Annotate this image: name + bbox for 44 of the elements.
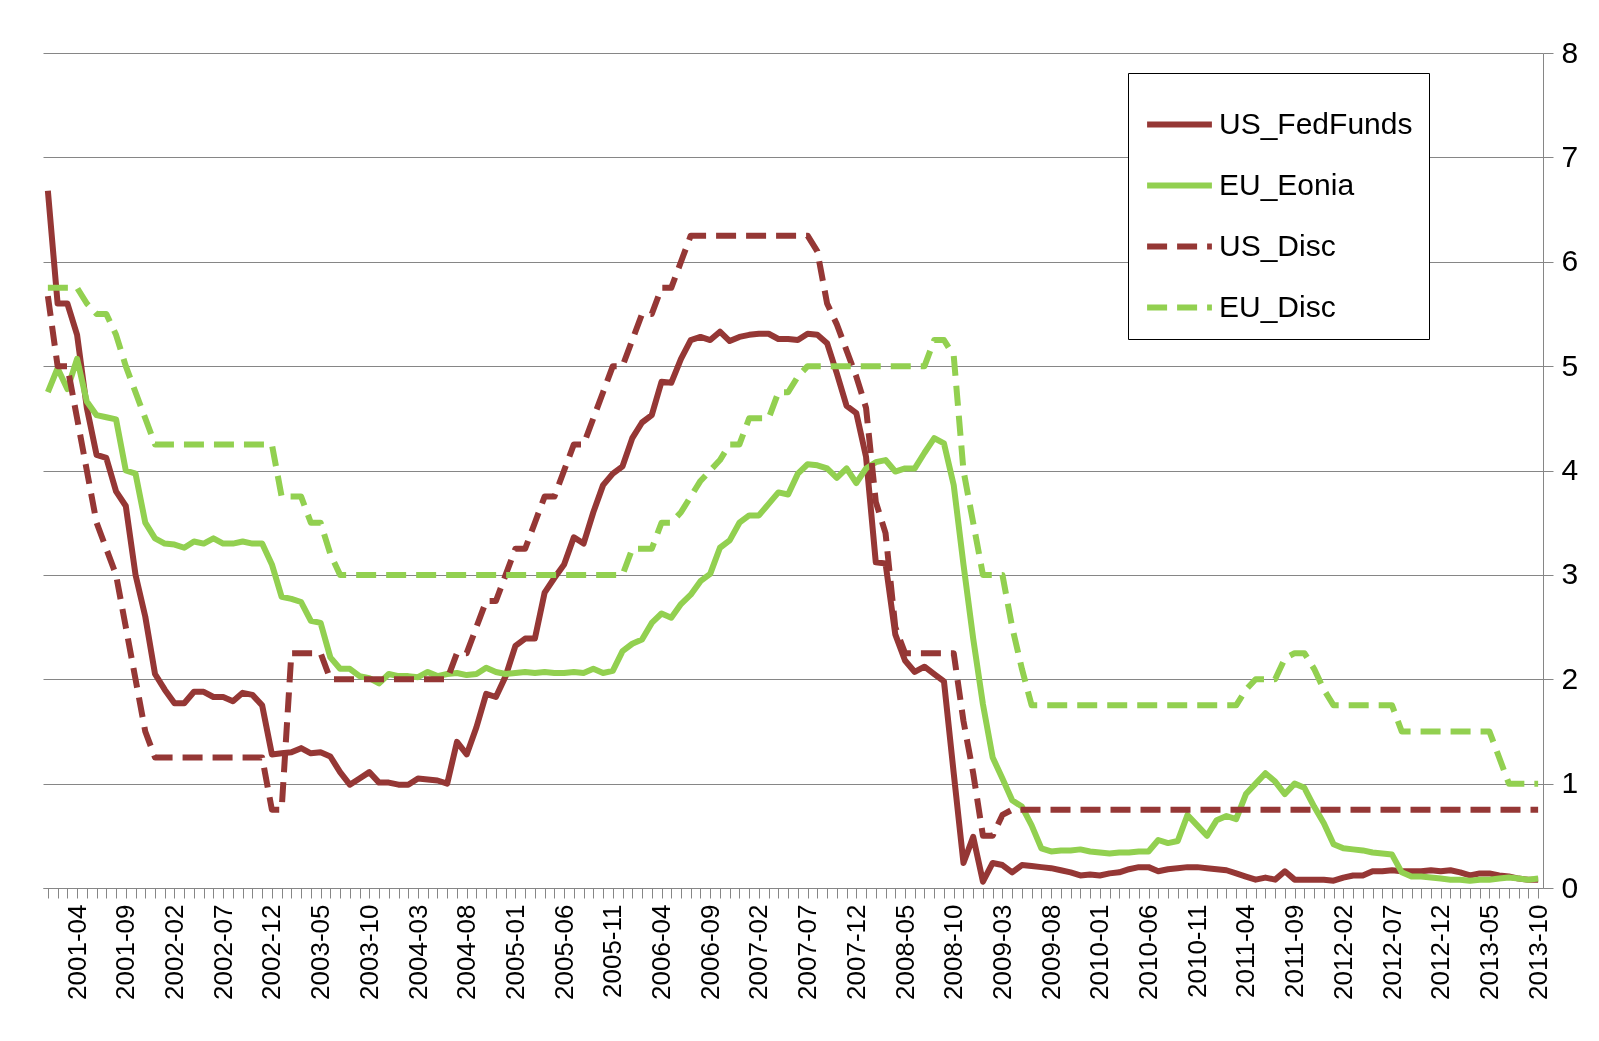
x-tick-label: 2010-11 — [1181, 904, 1212, 998]
x-tick-label: 2005-01 — [499, 904, 530, 1000]
x-tick-label: 2005-11 — [597, 904, 628, 998]
y-tick-label: 6 — [1561, 244, 1579, 278]
y-tick-label: 0 — [1561, 870, 1579, 904]
x-tick-label: 2003-05 — [305, 904, 336, 1000]
x-tick-label: 2003-10 — [353, 904, 384, 1000]
x-tick-label: 2007-02 — [743, 904, 774, 1000]
x-tick-label: 2004-08 — [451, 904, 482, 1000]
y-tick-label: 7 — [1561, 139, 1579, 173]
legend-label: US_Disc — [1219, 228, 1336, 262]
x-tick-label: 2001-04 — [61, 904, 92, 1000]
x-tick-label: 2007-07 — [792, 904, 823, 1000]
x-tick-label: 2011-09 — [1279, 904, 1310, 998]
x-tick-label: 2011-04 — [1230, 904, 1261, 998]
x-tick-label: 2013-10 — [1522, 904, 1553, 1000]
x-tick-label: 2008-10 — [938, 904, 969, 1000]
x-tick-label: 2009-03 — [986, 904, 1017, 1000]
x-tick-label: 2001-09 — [110, 904, 141, 1000]
legend-label: US_FedFunds — [1219, 106, 1413, 140]
x-tick-label: 2007-12 — [840, 904, 871, 1000]
y-tick-label: 8 — [1561, 35, 1579, 69]
y-tick-label: 1 — [1561, 766, 1579, 800]
x-tick-label: 2006-04 — [646, 904, 677, 1000]
x-tick-label: 2004-03 — [402, 904, 433, 1000]
x-tick-label: 2002-02 — [158, 904, 189, 1000]
x-tick-label: 2002-12 — [256, 904, 287, 1000]
x-tick-label: 2012-07 — [1376, 904, 1407, 1000]
y-tick-label: 3 — [1561, 557, 1579, 591]
x-tick-label: 2010-01 — [1084, 904, 1115, 1000]
legend-label: EU_Disc — [1219, 289, 1336, 323]
x-tick-label: 2013-05 — [1473, 904, 1504, 1000]
legend-label: EU_Eonia — [1219, 167, 1355, 201]
y-tick-label: 2 — [1561, 661, 1579, 695]
x-tick-label: 2006-09 — [694, 904, 725, 1000]
y-tick-label: 5 — [1561, 348, 1579, 382]
y-tick-label: 4 — [1561, 453, 1579, 486]
x-tick-label: 2005-06 — [548, 904, 579, 1000]
x-tick-label: 2009-08 — [1035, 904, 1066, 1000]
x-tick-label: 2012-12 — [1425, 904, 1456, 1000]
x-tick-label: 2010-06 — [1133, 904, 1164, 1000]
x-tick-label: 2012-02 — [1327, 904, 1358, 1000]
x-tick-label: 2008-05 — [889, 904, 920, 1000]
x-tick-label: 2002-07 — [207, 904, 238, 1000]
